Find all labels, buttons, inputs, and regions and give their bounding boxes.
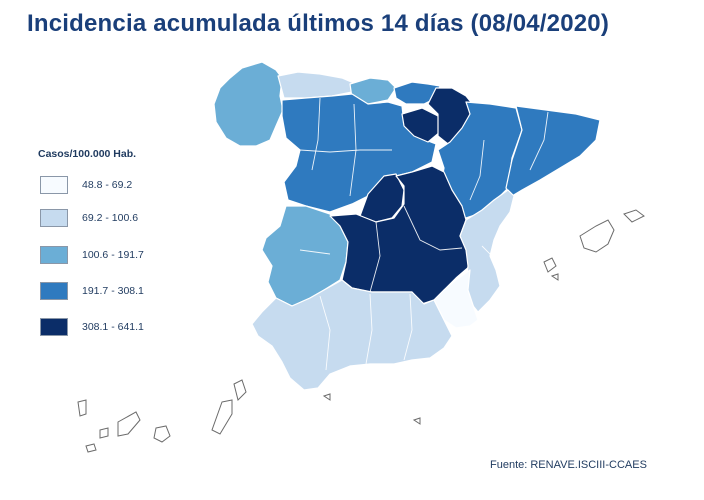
region-cataluna[interactable]: [505, 105, 601, 197]
legend-title: Casos/100.000 Hab.: [38, 148, 137, 160]
region-galicia[interactable]: [213, 61, 284, 147]
legend-label: 48.8 - 69.2: [82, 179, 133, 191]
region-murcia[interactable]: [433, 269, 479, 329]
legend-label: 191.7 - 308.1: [82, 285, 144, 297]
island-gran-canaria: [153, 425, 171, 443]
province-boundary: [403, 205, 463, 251]
region-la-rioja[interactable]: [401, 107, 441, 143]
island-el-hierro: [85, 443, 97, 453]
island-mallorca: [579, 219, 615, 253]
region-andalucia[interactable]: [251, 279, 453, 391]
legend-swatch: [40, 282, 68, 300]
province-boundary: [365, 293, 373, 365]
province-boundary: [299, 149, 392, 153]
province-boundary: [369, 221, 381, 293]
island-lanzarote: [233, 379, 247, 401]
province-boundary: [311, 97, 321, 171]
province-boundary: [529, 111, 549, 171]
source-note: Fuente: RENAVE.ISCIII-CCAES: [490, 459, 647, 471]
province-boundary: [469, 139, 485, 201]
melilla: [412, 417, 421, 425]
province-boundary: [299, 249, 331, 255]
island-tenerife: [117, 411, 141, 437]
island-menorca: [623, 209, 645, 223]
legend-swatch: [40, 246, 68, 264]
legend-label: 69.2 - 100.6: [82, 212, 139, 224]
region-asturias[interactable]: [277, 71, 357, 99]
map-title: Incidencia acumulada últimos 14 días (08…: [27, 10, 610, 37]
island-fuerteventura: [211, 399, 233, 435]
legend-label: 100.6 - 191.7: [82, 249, 144, 261]
legend-label: 308.1 - 641.1: [82, 321, 144, 333]
island-ibiza: [543, 257, 557, 273]
island-la-palma: [77, 399, 87, 417]
province-boundary: [481, 245, 495, 259]
province-boundary: [403, 293, 413, 361]
legend-swatch: [40, 176, 68, 194]
legend-swatch: [40, 318, 68, 336]
ceuta: [322, 393, 331, 401]
island-formentera: [550, 273, 559, 281]
province-boundary: [319, 295, 331, 371]
island-la-gomera: [99, 427, 109, 439]
legend-swatch: [40, 209, 68, 227]
